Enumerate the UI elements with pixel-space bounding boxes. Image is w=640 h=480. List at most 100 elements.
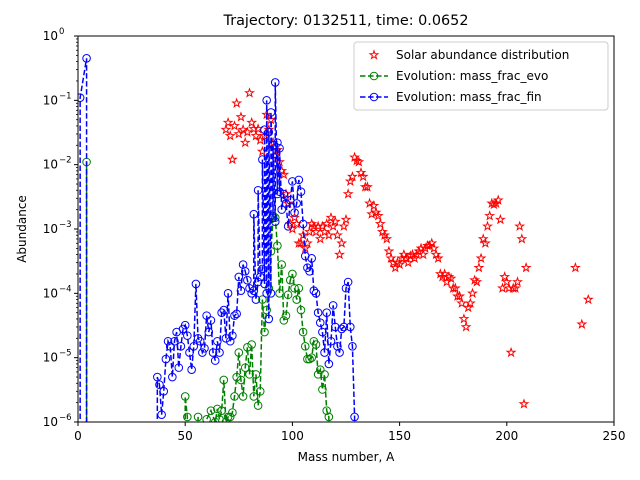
data-point [309,286,319,295]
data-point [311,340,321,349]
data-point [454,290,466,301]
data-point [223,412,233,422]
data-point [231,97,243,108]
data-point [273,189,282,199]
data-point [208,348,218,357]
data-point [520,262,532,273]
data-point [294,283,304,293]
data-point [286,223,298,234]
data-point [78,93,85,102]
y-tick-exponent: −2 [59,156,72,166]
data-point [320,370,329,379]
data-point [339,322,349,332]
data-point [325,211,337,223]
data-point [213,336,222,346]
data-point [307,353,316,362]
data-point [229,120,240,131]
data-point [328,301,338,310]
data-point [255,387,265,396]
data-point [512,276,523,287]
data-point [509,282,521,293]
data-point [249,392,259,401]
data-point [262,305,271,315]
data-point [259,130,270,141]
data-point [432,252,444,263]
data-point [576,318,588,329]
data-point [251,295,261,304]
data-point [245,283,254,293]
legend-marker [368,49,380,60]
data-point [230,311,239,320]
data-point [238,392,248,401]
series-0 [220,87,594,409]
data-point [249,286,259,295]
data-point [514,220,526,231]
data-point [195,336,205,346]
data-point [265,113,277,125]
data-point [159,387,169,396]
data-point [394,258,406,270]
data-point [467,287,478,298]
data-point [237,123,249,135]
data-point [266,108,276,117]
data-point [250,130,262,141]
legend: Solar abundance distribution Evolution: … [353,41,609,111]
data-point [329,215,341,227]
data-point [355,166,367,178]
data-point [402,256,414,268]
legend-entry-fin: Evolution: mass_frac_fin [360,90,542,104]
data-point [296,187,306,197]
data-point [292,295,301,304]
data-point [300,342,310,351]
data-point [324,359,334,369]
y-tick-exponent: −1 [59,91,72,101]
data-point [230,392,239,401]
data-point [183,331,192,340]
data-point [288,177,297,186]
data-point [305,354,314,364]
data-point [221,417,231,422]
data-point [157,410,166,419]
legend-label-fin: Evolution: mass_frac_fin [396,90,542,104]
data-point [174,363,184,372]
data-point [499,271,511,282]
data-point [232,372,241,382]
data-point [275,187,284,197]
data-point [337,324,347,334]
data-point [275,143,284,153]
y-tick-label: 10 [43,29,58,43]
data-point [247,289,256,298]
data-point [336,237,348,248]
data-point [344,175,356,187]
data-point [518,398,530,409]
data-point [243,275,252,285]
data-point [505,346,517,358]
data-point [153,372,162,382]
data-point [251,370,261,379]
data-point [277,260,286,269]
data-point [471,276,483,287]
data-point [224,130,236,141]
data-point [228,408,237,417]
data-point [189,342,199,351]
data-point [426,237,438,248]
x-tick-label: 150 [388,429,411,443]
data-point [215,348,224,357]
y-tick-exponent: −3 [59,220,72,230]
data-point [311,289,321,298]
data-point [168,372,177,382]
data-point [379,229,391,240]
legend-label-solar: Solar abundance distribution [396,48,569,62]
y-tick-label: 10 [43,158,58,172]
y-tick-label: 10 [43,93,58,107]
data-point [165,342,175,351]
data-point [245,370,254,379]
data-point [202,311,211,320]
data-point [321,218,333,229]
series-line [79,58,88,422]
data-point [306,218,318,229]
data-point [268,213,278,222]
x-tick-label: 50 [178,429,193,443]
data-point [236,286,246,295]
